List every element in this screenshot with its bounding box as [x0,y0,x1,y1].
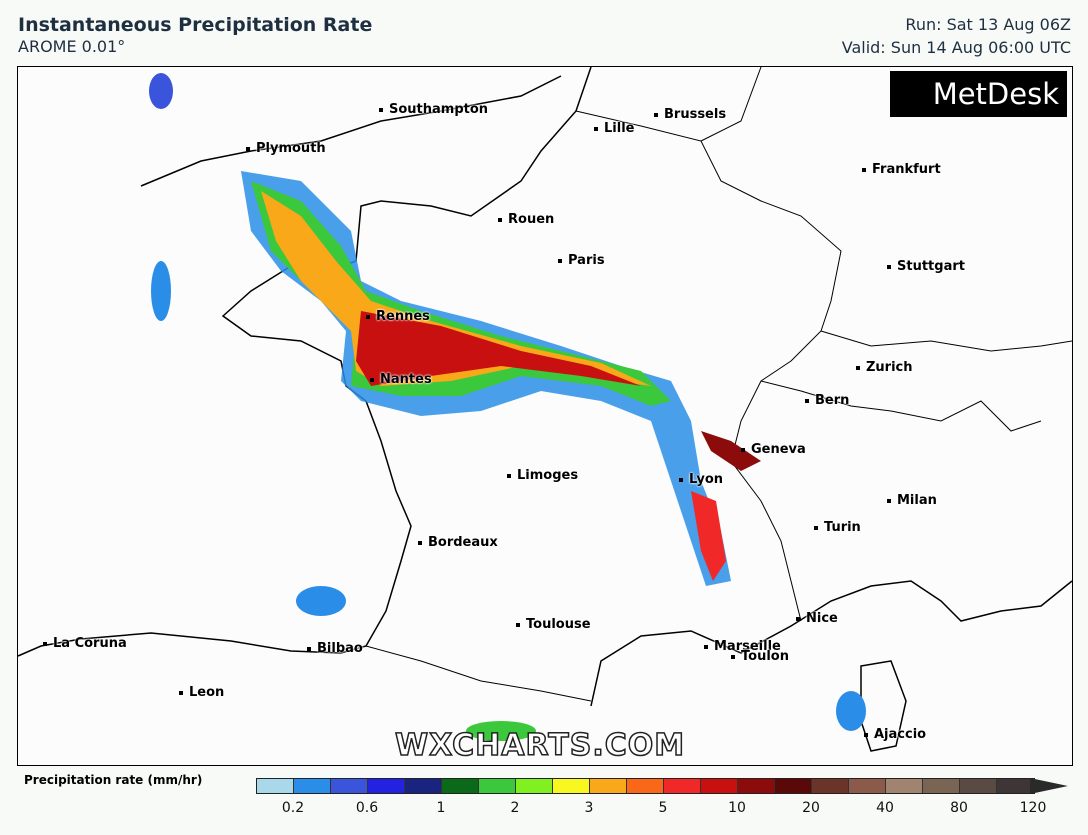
city-label: Ajaccio [864,727,926,742]
city-label: Limoges [507,468,578,483]
color-swatch [812,779,849,793]
city-label: Lyon [679,472,723,487]
city-label: La Coruna [43,636,127,651]
tick-label: 3 [584,800,594,816]
tick-label: 0.6 [355,800,379,816]
city-label: Milan [887,493,937,508]
city-label: Brussels [654,107,726,122]
run-time: Run: Sat 13 Aug 06Z [905,15,1071,34]
tick-label: 10 [728,800,746,816]
city-label: Southampton [379,102,488,117]
color-swatch [886,779,923,793]
color-swatch [775,779,812,793]
tick-label: 2 [510,800,520,816]
city-label: Paris [558,253,605,268]
color-swatch [516,779,553,793]
chart-title: Instantaneous Precipitation Rate [18,14,373,36]
city-label: Lille [594,121,634,136]
city-label: Frankfurt [862,162,941,177]
tick-label: 5 [658,800,668,816]
color-swatch [738,779,775,793]
coastlines [18,67,1072,752]
color-swatch [479,779,516,793]
tick-label: 40 [876,800,894,816]
city-label: Toulouse [516,617,591,632]
city-label: Toulon [731,649,789,664]
color-swatch [849,779,886,793]
watermark: WXCHARTS.COM [394,727,686,764]
precipitation-band [149,73,866,741]
color-swatch [923,779,960,793]
city-label: Geneva [741,442,806,457]
color-swatch [960,779,997,793]
color-swatch [997,779,1034,793]
valid-time: Valid: Sun 14 Aug 06:00 UTC [841,38,1071,57]
color-swatch [701,779,738,793]
model-name: AROME 0.01° [18,37,126,56]
color-swatch [368,779,405,793]
color-swatch [627,779,664,793]
city-label: Nantes [370,372,432,387]
color-swatch [405,779,442,793]
legend-title: Precipitation rate (mm/hr) [24,773,203,787]
city-label: Stuttgart [887,259,965,274]
city-label: Plymouth [246,141,326,156]
color-swatch [294,779,331,793]
color-scale-arrow [1030,778,1068,794]
city-label: Zurich [856,360,913,375]
city-label: Rennes [366,309,430,324]
city-label: Bordeaux [418,535,498,550]
color-swatch [553,779,590,793]
color-swatch [664,779,701,793]
city-label: Bern [805,393,849,408]
city-label: Rouen [498,212,554,227]
color-swatch [331,779,368,793]
city-label: Leon [179,685,224,700]
tick-label: 1 [436,800,446,816]
color-scale [256,778,1035,794]
metdesk-logo: MetDesk [890,71,1067,117]
city-label: Bilbao [307,641,363,656]
precipitation-map[interactable]: MetDesk [17,66,1073,766]
borders [365,67,1072,702]
tick-label: 20 [802,800,820,816]
color-swatch [590,779,627,793]
color-swatch [442,779,479,793]
tick-label: 120 [1019,800,1047,816]
city-label: Nice [796,611,838,626]
map-svg [18,67,1072,752]
city-label: Turin [814,520,861,535]
color-swatch [257,779,294,793]
tick-label: 0.2 [281,800,305,816]
tick-label: 80 [950,800,968,816]
